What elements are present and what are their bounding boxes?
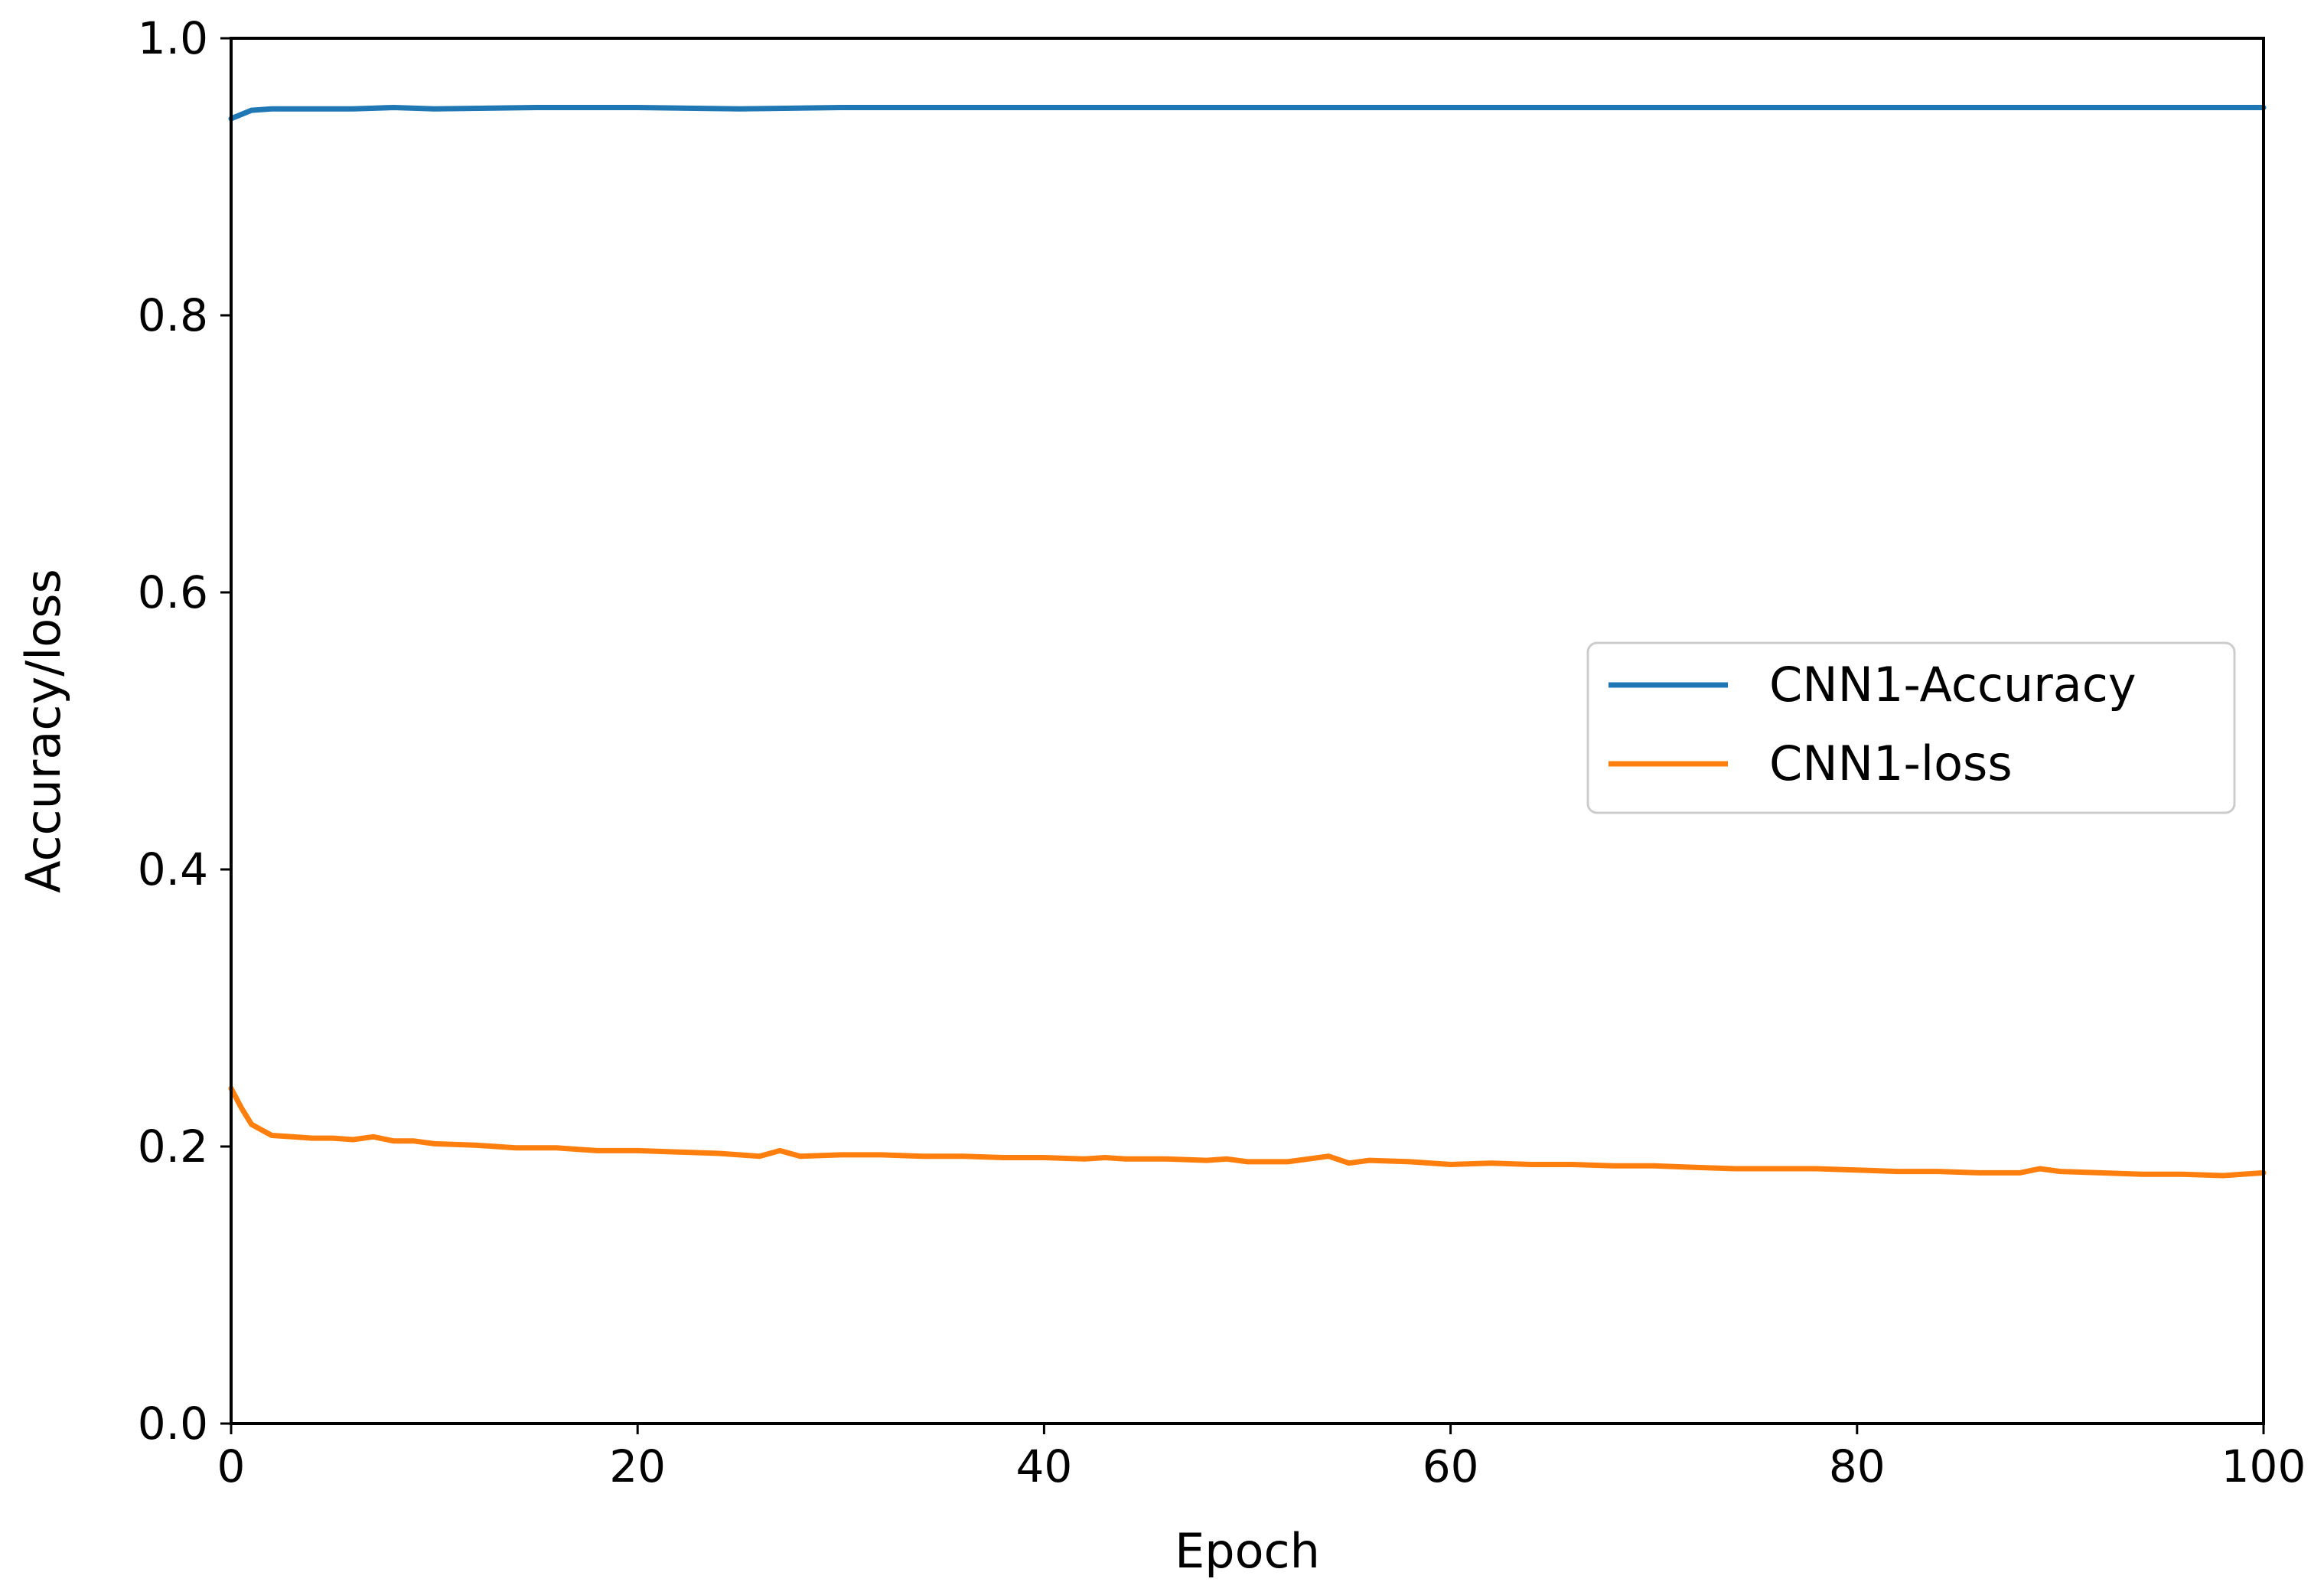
x-tick-label: 20 [609, 1440, 666, 1492]
legend-box [1586, 641, 2236, 814]
y-tick-label: 0.0 [138, 1398, 208, 1450]
y-tick-label: 0.2 [138, 1120, 208, 1173]
x-tick-label: 40 [1015, 1440, 1072, 1492]
x-tick-label: 0 [217, 1440, 246, 1492]
x-axis-title: Epoch [1175, 1523, 1320, 1579]
legend: CNN1-Accuracy CNN1-loss [1586, 641, 2236, 814]
legend-label-accuracy: CNN1-Accuracy [1769, 657, 2137, 713]
series-line-accuracy [228, 105, 2267, 122]
x-tick-label: 100 [2221, 1440, 2306, 1492]
series-lines [228, 105, 2267, 1179]
y-axis-title: Accuracy/loss [15, 569, 71, 893]
y-tick-label: 0.4 [138, 843, 208, 895]
series-line-loss [228, 1085, 2267, 1179]
x-tick-label: 80 [1829, 1440, 1886, 1492]
x-tick-label: 60 [1423, 1440, 1479, 1492]
y-tick-label: 0.6 [138, 566, 208, 618]
plot-frame [230, 37, 2265, 1425]
legend-label-loss: CNN1-loss [1769, 736, 2013, 791]
y-tick-label: 1.0 [138, 12, 208, 64]
axis-ticks: 0 20 40 60 80 100 0.0 0.2 0.4 0.6 0.8 1.0 [138, 12, 2306, 1492]
y-tick-label: 0.8 [138, 289, 208, 341]
